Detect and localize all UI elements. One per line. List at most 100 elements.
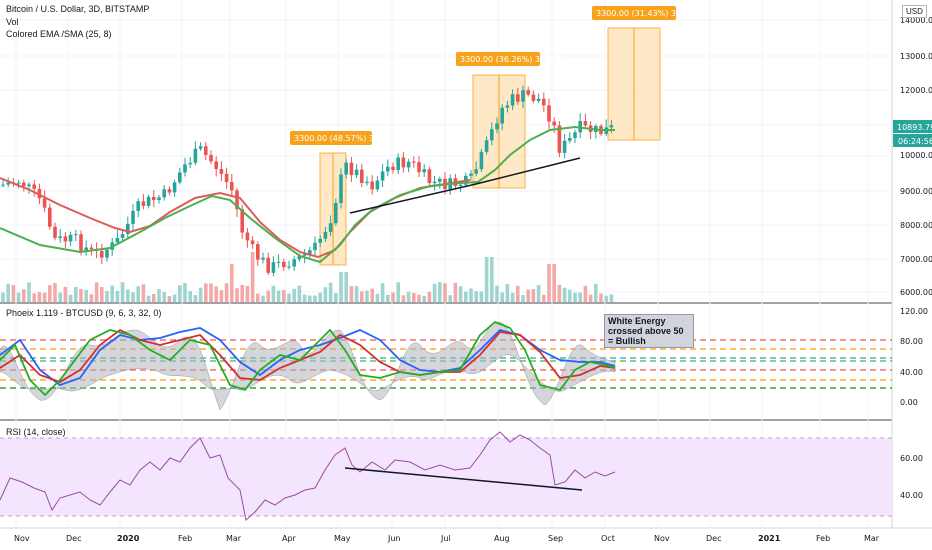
candle-body <box>1 184 5 186</box>
volume-bar <box>557 284 562 302</box>
volume-bar <box>68 294 73 302</box>
volume-bar <box>6 283 10 302</box>
candle-body <box>100 250 104 258</box>
candle-body <box>89 247 94 249</box>
candle-body <box>79 234 83 251</box>
currency-button[interactable]: USD <box>902 5 927 18</box>
candle-body <box>531 94 536 101</box>
candle-body <box>48 207 52 227</box>
volume-bar <box>162 291 166 302</box>
volume-bar <box>126 289 130 302</box>
volume-legend[interactable]: Vol <box>6 17 19 27</box>
candle-body <box>505 105 510 108</box>
trend-line[interactable] <box>475 157 581 185</box>
measure-boxes[interactable]: 3300.00 (48.57%) 330000 3300.00 (36.26%) … <box>290 6 701 266</box>
candle-body <box>438 178 442 182</box>
volume-bar <box>531 289 536 302</box>
price-axis[interactable]: 14000.00 13000.00 12000.00 10000.00 9000… <box>893 16 932 297</box>
candle-body <box>609 125 614 128</box>
rsi-tick: 40.00 <box>900 491 923 500</box>
phoenix-legend[interactable]: Phoeix 1.119 - BTCUSD (9, 6, 3, 32, 0) <box>6 308 162 318</box>
volume-bar <box>100 287 104 302</box>
volume-bar <box>386 294 390 302</box>
volume-bar <box>183 282 187 302</box>
candle-body <box>146 196 151 206</box>
time-label: Aug <box>494 534 510 543</box>
phoenix-indicator <box>0 320 892 411</box>
candle-body <box>230 182 234 191</box>
symbol-legend[interactable]: Bitcoin / U.S. Dollar, 3D, BITSTAMP <box>6 4 150 14</box>
volume-bar <box>74 286 78 302</box>
volume-bar <box>198 287 203 302</box>
rsi-tick: 60.00 <box>900 454 923 463</box>
volume-bar <box>401 295 406 302</box>
time-label: Dec <box>66 534 81 543</box>
volume-bar <box>505 283 510 302</box>
candle-body <box>266 257 270 273</box>
volume-bar <box>516 285 520 302</box>
volume-bar <box>599 293 603 302</box>
candle-body <box>308 250 312 255</box>
rsi-axis[interactable]: 60.00 40.00 <box>900 454 923 500</box>
candle-body <box>354 169 359 176</box>
volume-bar <box>547 264 551 302</box>
candle-body <box>495 123 499 130</box>
phoenix-line <box>0 328 616 383</box>
candle-body <box>63 236 68 242</box>
annotation-note[interactable]: White Energy crossed above 50 = Bullish <box>604 314 694 348</box>
volume-bar <box>292 288 296 302</box>
candle-body <box>198 146 203 149</box>
measure-label: 3300.00 (48.57%) 330000 <box>294 134 399 143</box>
trend-line[interactable] <box>349 183 477 214</box>
candle-body <box>209 154 213 162</box>
volume-bar <box>214 286 218 302</box>
volume-bar <box>521 295 525 302</box>
volume-bar <box>120 282 125 302</box>
candle-body <box>510 94 515 106</box>
candle-body <box>68 234 73 242</box>
candle-body <box>141 201 146 206</box>
candle-body <box>84 247 88 251</box>
time-label: Jul <box>440 534 451 543</box>
volume-bar <box>360 291 364 302</box>
candle-body <box>427 169 432 184</box>
volume-bar <box>526 289 530 302</box>
volume-bars <box>1 252 614 302</box>
volume-bar <box>172 294 177 302</box>
price-tick: 7000.00 <box>900 255 932 264</box>
candle-body <box>432 181 437 184</box>
phoenix-axis[interactable]: 120.00 80.00 40.00 0.00 <box>900 307 928 407</box>
volume-bar <box>365 290 369 302</box>
rsi-legend[interactable]: RSI (14, close) <box>6 427 66 437</box>
candle-body <box>256 244 260 260</box>
volume-bar <box>443 283 447 302</box>
volume-bar <box>16 292 21 302</box>
time-axis[interactable]: Nov Dec 2020 Feb Mar Apr May Jun Jul Aug… <box>14 534 880 543</box>
volume-bar <box>588 294 593 302</box>
volume-bar <box>110 285 114 302</box>
time-label: Mar <box>864 534 880 543</box>
volume-bar <box>204 283 208 302</box>
rsi-trend-line[interactable] <box>344 467 583 491</box>
volume-bar <box>1 292 5 302</box>
volume-bar <box>282 290 286 302</box>
candle-body <box>302 254 307 256</box>
candle-body <box>245 232 250 241</box>
candle-body <box>27 184 31 187</box>
phoenix-tick: 120.00 <box>900 307 928 316</box>
volume-bar <box>349 286 354 302</box>
volume-bar <box>178 285 182 302</box>
time-label: Dec <box>706 534 721 543</box>
candle-body <box>204 146 208 155</box>
candle-body <box>120 234 125 238</box>
price-tick: 13000.00 <box>900 52 932 61</box>
candle-body <box>401 157 406 168</box>
phoenix-tick: 40.00 <box>900 368 923 377</box>
volume-bar <box>313 295 317 302</box>
volume-bar <box>245 285 250 302</box>
ema-legend[interactable]: Colored EMA /SMA (25, 8) <box>6 29 112 39</box>
price-tick: 8000.00 <box>900 221 932 230</box>
volume-bar <box>334 293 338 302</box>
volume-bar <box>604 295 608 302</box>
